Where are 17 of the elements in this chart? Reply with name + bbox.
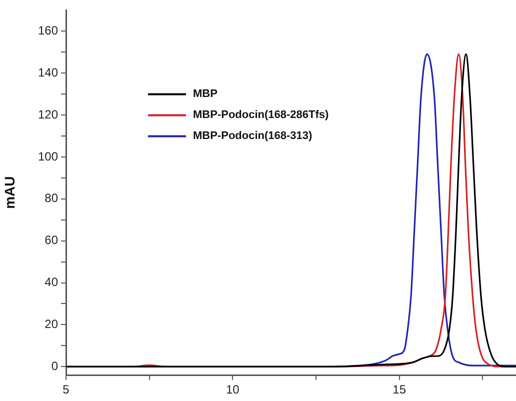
y-tick-label: 120 (38, 107, 58, 122)
y-tick-label: 0 (51, 358, 58, 373)
y-tick-label: 20 (44, 316, 58, 331)
y-tick-label: 60 (44, 233, 58, 248)
y-tick-label: 100 (38, 149, 58, 164)
legend-label: MBP-Podocin(168-313) (193, 130, 313, 142)
y-tick-label: 40 (44, 275, 58, 290)
x-tick-label: 10 (226, 382, 240, 397)
x-tick-label: 15 (392, 382, 406, 397)
x-tick-label: 5 (62, 382, 70, 397)
y-tick-label: 140 (38, 65, 58, 80)
y-axis-title: mAU (1, 176, 18, 209)
y-tick-label: 160 (38, 23, 58, 38)
y-tick-label: 80 (44, 191, 58, 206)
legend-label: MBP (193, 88, 218, 100)
line-series (66, 53, 516, 368)
legend-label: MBP-Podocin(168-286Tfs) (193, 109, 330, 122)
